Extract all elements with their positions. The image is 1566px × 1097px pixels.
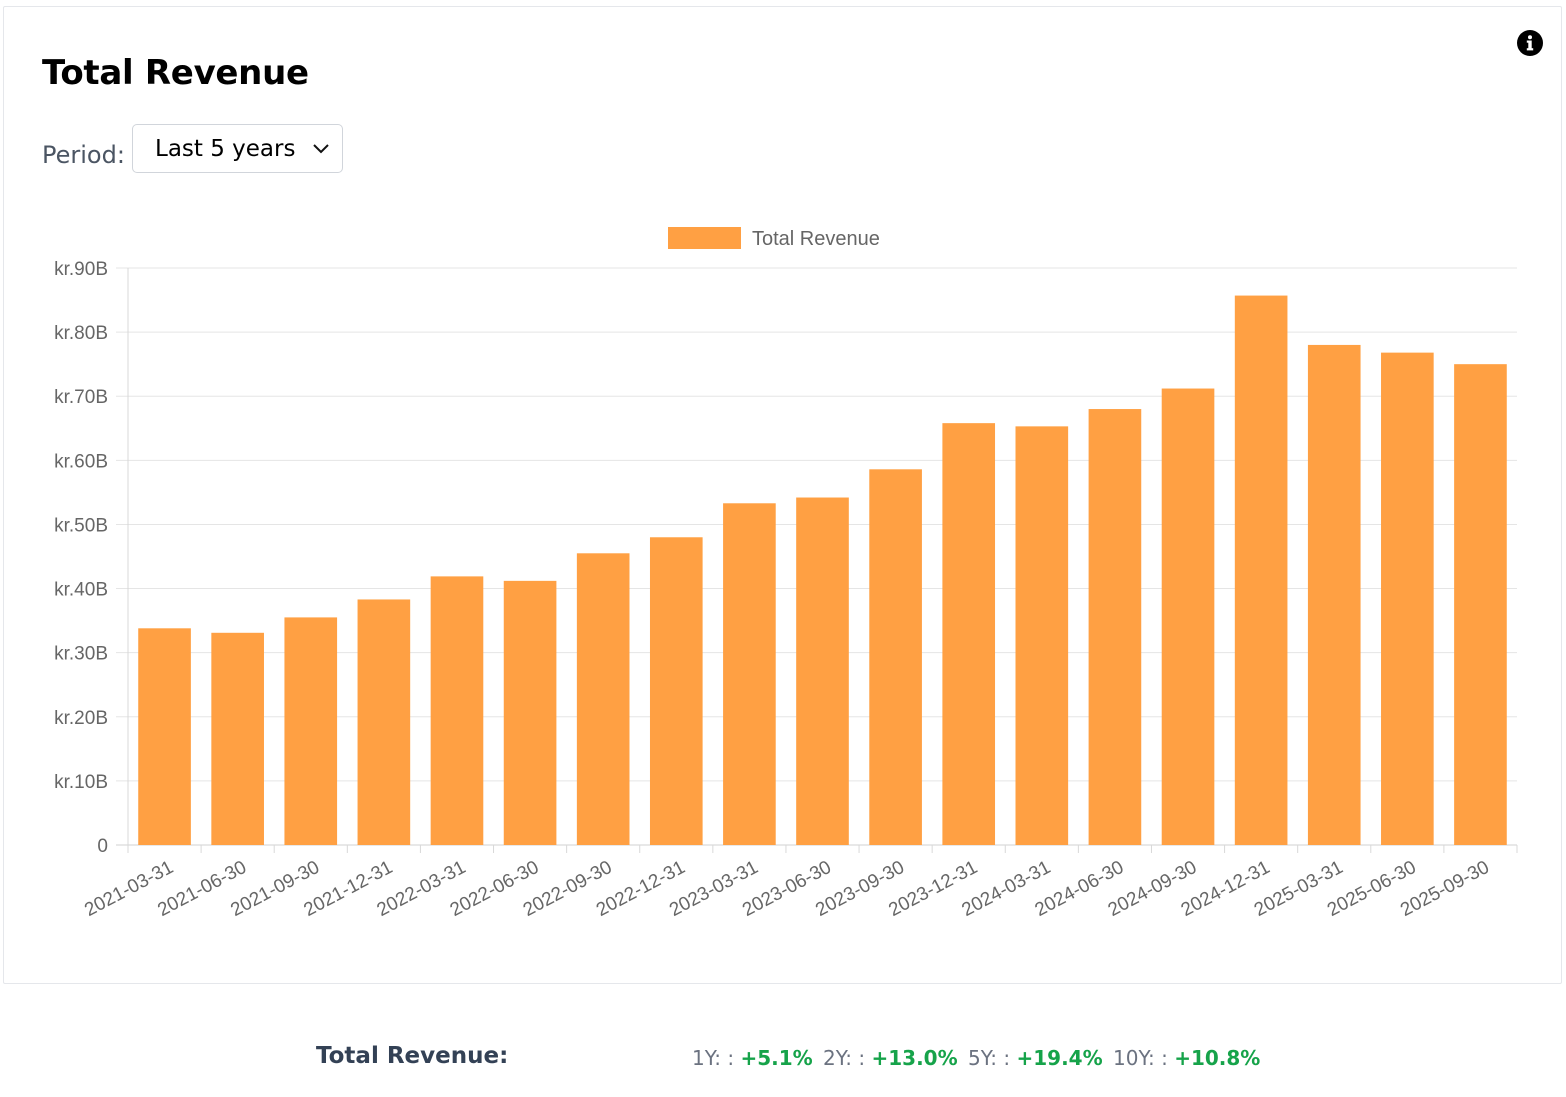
bar — [1381, 352, 1434, 845]
bar-chart: 0 kr.10B kr.20B kr.30B kr.40B kr.50B kr.60B kr.… — [54, 227, 1518, 921]
summary-label: Total Revenue: — [316, 1043, 509, 1069]
legend-swatch — [668, 227, 741, 249]
bar — [1161, 388, 1215, 845]
y-tick-label: 0 — [97, 836, 108, 857]
y-tick-label: kr.70B — [54, 387, 108, 408]
bar — [723, 503, 776, 845]
period-selected-value: Last 5 years — [155, 135, 296, 162]
chart-bars — [138, 295, 1507, 846]
y-tick-label: kr.90B — [54, 259, 108, 280]
chart-legend: Total Revenue — [668, 227, 880, 250]
chevron-down-icon — [313, 144, 329, 154]
growth-1y-label: 1Y: : — [692, 1046, 735, 1070]
y-tick-label: kr.20B — [54, 708, 108, 729]
period-select[interactable]: Last 5 years — [132, 124, 343, 173]
growth-2y: 2Y: : +13.0% — [823, 1046, 958, 1070]
y-tick-label: kr.40B — [54, 580, 108, 601]
bar — [1088, 409, 1142, 845]
bar — [284, 617, 338, 845]
growth-10y: 10Y: : +10.8% — [1113, 1046, 1260, 1070]
period-label: Period: — [42, 141, 125, 169]
bar — [796, 497, 849, 845]
growth-5y-label: 5Y: : — [968, 1046, 1011, 1070]
bar — [357, 599, 411, 845]
y-tick-label: kr.80B — [54, 323, 108, 344]
bar — [430, 576, 484, 845]
y-tick-label: kr.10B — [54, 772, 108, 793]
bar — [942, 423, 996, 845]
growth-10y-label: 10Y: : — [1113, 1046, 1168, 1070]
info-icon[interactable] — [1516, 29, 1544, 57]
bar — [1015, 426, 1069, 845]
bar — [1234, 295, 1288, 846]
bar — [138, 628, 191, 845]
y-tick-label: kr.30B — [54, 644, 108, 665]
legend-label: Total Revenue — [752, 228, 880, 250]
growth-5y: 5Y: : +19.4% — [968, 1046, 1103, 1070]
bar — [576, 553, 630, 845]
growth-5y-value: +19.4% — [1016, 1046, 1103, 1070]
growth-10y-value: +10.8% — [1174, 1046, 1261, 1070]
bar — [211, 632, 264, 845]
bar — [869, 469, 922, 845]
growth-1y-value: +5.1% — [740, 1046, 813, 1070]
growth-2y-value: +13.0% — [871, 1046, 958, 1070]
growth-summary: Total Revenue: 1Y: : +5.1% 2Y: : +13.0% … — [0, 1030, 1566, 1070]
y-tick-label: kr.50B — [54, 515, 108, 536]
bar — [649, 537, 703, 845]
page-title: Total Revenue — [42, 53, 309, 93]
growth-2y-label: 2Y: : — [823, 1046, 866, 1070]
growth-1y: 1Y: : +5.1% — [692, 1046, 813, 1070]
bar — [503, 580, 557, 845]
bar — [1454, 364, 1507, 845]
bar — [1307, 344, 1361, 845]
y-tick-label: kr.60B — [54, 451, 108, 472]
